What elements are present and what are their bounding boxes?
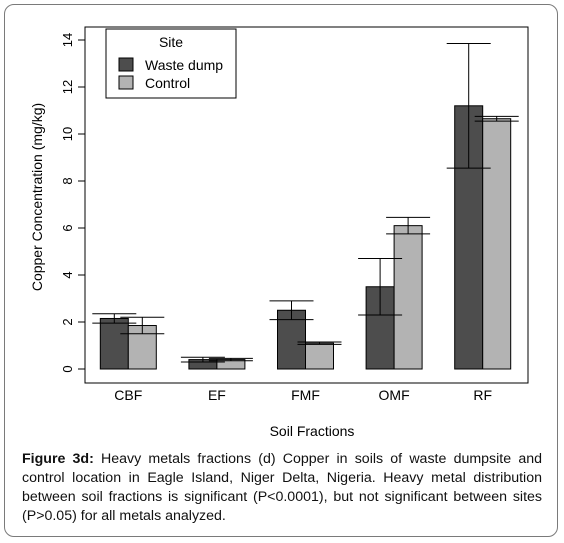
y-tick-label: 10 [60, 127, 75, 141]
legend-label-control: Control [145, 75, 190, 91]
x-tick-label: RF [473, 387, 492, 403]
bar-chart: 0 2 4 6 8 10 12 14 CBF EF FMF OMF RF Soil Fractions… [29, 26, 529, 439]
y-tick-label: 0 [60, 365, 75, 372]
x-tick-label: OMF [379, 387, 410, 403]
bar-control-fmf [305, 342, 334, 370]
legend-swatch-waste-dump [118, 57, 134, 72]
plot-area-border [84, 26, 529, 384]
y-tick-label: 12 [60, 80, 75, 94]
y-tick-label: 6 [60, 224, 75, 231]
caption-label: Figure 3d: [22, 451, 94, 467]
x-tick-label: CBF [114, 387, 142, 403]
y-tick-label: 8 [60, 177, 75, 184]
legend-title: Site [159, 34, 183, 50]
legend-swatch-control [118, 75, 134, 90]
x-tick-label: EF [208, 387, 226, 403]
caption-text: Heavy metals fractions (d) Copper in soi… [22, 451, 542, 524]
y-tick-label: 2 [60, 318, 75, 325]
x-tick-label: FMF [291, 387, 320, 403]
figure-caption: Figure 3d: Heavy metals fractions (d) Co… [22, 450, 542, 526]
y-axis-label: Copper Concentration (mg/kg) [29, 103, 45, 291]
bar-waste-dump-cbf [99, 317, 129, 370]
bar-control-omf [393, 225, 423, 370]
x-axis-label: Soil Fractions [270, 423, 355, 439]
y-tick-label: 14 [60, 33, 75, 47]
legend: Site Waste dump Control [105, 28, 237, 99]
bar-control-rf [482, 118, 512, 370]
legend-label-waste-dump: Waste dump [145, 57, 223, 73]
y-tick-label: 4 [60, 271, 75, 278]
